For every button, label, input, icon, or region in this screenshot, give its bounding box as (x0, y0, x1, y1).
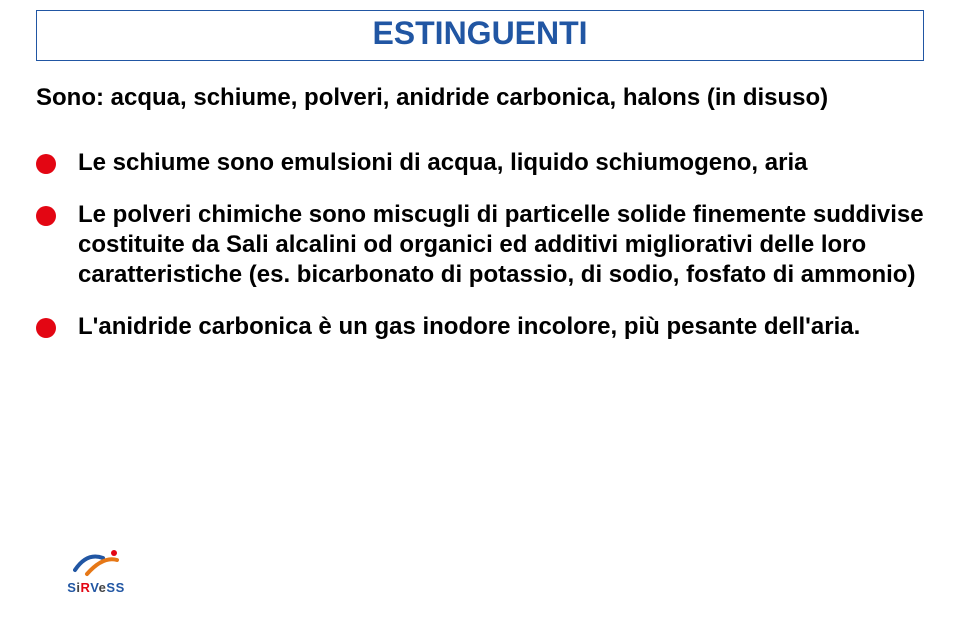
intro-text: Sono: acqua, schiume, polveri, anidride … (36, 84, 924, 112)
bullet-list: Le schiume sono emulsioni di acqua, liqu… (36, 148, 924, 364)
list-item: Le polveri chimiche sono miscugli di par… (36, 200, 924, 290)
bullet-text: L'anidride carbonica è un gas inodore in… (78, 312, 860, 342)
slide-title: ESTINGUENTI (37, 15, 923, 52)
list-item: L'anidride carbonica è un gas inodore in… (36, 312, 924, 342)
logo-letter: V (90, 580, 98, 595)
footer-logo: SiRVeSS (56, 548, 136, 595)
bullet-icon (36, 206, 56, 226)
list-item: Le schiume sono emulsioni di acqua, liqu… (36, 148, 924, 178)
logo-letter: R (81, 580, 91, 595)
logo-letter: SS (106, 580, 124, 595)
bullet-icon (36, 154, 56, 174)
bullet-text: Le schiume sono emulsioni di acqua, liqu… (78, 148, 807, 178)
bullet-text: Le polveri chimiche sono miscugli di par… (78, 200, 924, 290)
bullet-icon (36, 318, 56, 338)
title-box: ESTINGUENTI (36, 10, 924, 61)
slide: ESTINGUENTI Sono: acqua, schiume, polver… (0, 0, 960, 623)
logo-swoosh-icon (73, 548, 119, 578)
logo-dot-icon (111, 550, 117, 556)
logo-text: SiRVeSS (56, 580, 136, 595)
